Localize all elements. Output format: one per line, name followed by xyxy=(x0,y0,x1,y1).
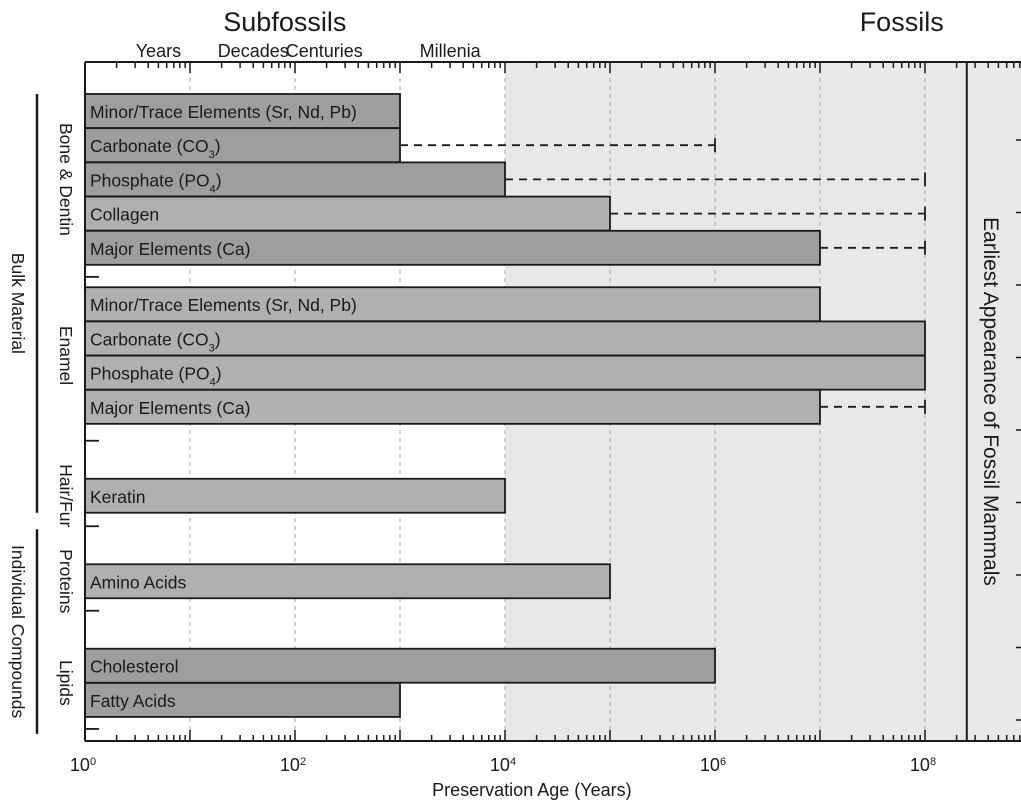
bar-label: Minor/Trace Elements (Sr, Nd, Pb) xyxy=(90,295,357,315)
bar-label: Keratin xyxy=(90,487,145,507)
x-tick-label: 108 xyxy=(910,755,936,775)
time-label: Years xyxy=(136,41,181,61)
group-label: Lipids xyxy=(56,660,76,706)
bar xyxy=(84,647,716,684)
x-tick-label: 100 xyxy=(70,755,96,775)
bar xyxy=(84,563,611,600)
bar-label: Major Elements (Ca) xyxy=(90,239,250,259)
bar-label: Major Elements (Ca) xyxy=(90,398,250,418)
bar xyxy=(84,127,401,164)
bar-label: Fatty Acids xyxy=(90,691,176,711)
top-header: Subfossils xyxy=(223,7,346,37)
x-tick-label: 102 xyxy=(280,755,306,775)
x-axis-title: Preservation Age (Years) xyxy=(432,780,631,800)
axis-layer xyxy=(35,61,1021,742)
marker-label: Earliest Appearance of Fossil Mammals xyxy=(979,217,1002,586)
group-label: Enamel xyxy=(56,326,76,385)
super-group-label: Bulk Material xyxy=(8,253,28,354)
bar-label: Amino Acids xyxy=(90,572,187,592)
bar xyxy=(84,286,821,323)
group-label: Proteins xyxy=(56,549,76,613)
bar xyxy=(84,354,926,391)
top-header: Fossils xyxy=(860,7,944,37)
bar-layer xyxy=(84,93,926,718)
bar-label: Collagen xyxy=(90,205,159,225)
time-label: Decades xyxy=(218,41,289,61)
x-tick-label: 106 xyxy=(700,755,726,775)
bar xyxy=(84,477,506,514)
super-group-label: Individual Compounds xyxy=(8,545,28,718)
group-label: Bone & Dentin xyxy=(56,123,76,236)
x-tick-label: 104 xyxy=(490,755,516,775)
bar xyxy=(84,195,611,232)
bar xyxy=(84,388,821,425)
bar xyxy=(84,682,401,718)
time-label: Millenia xyxy=(420,41,482,61)
bar-label: Cholesterol xyxy=(90,657,179,677)
bar-label: Minor/Trace Elements (Sr, Nd, Pb) xyxy=(90,102,357,122)
time-label: Centuries xyxy=(286,41,363,61)
group-label: Hair/Fur xyxy=(56,464,76,527)
